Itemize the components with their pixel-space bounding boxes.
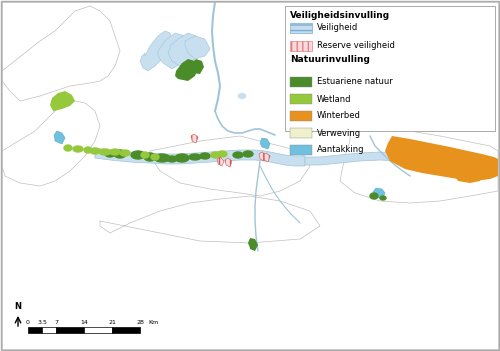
Text: Km: Km [148, 320, 158, 325]
Text: Estuariene natuur: Estuariene natuur [317, 78, 393, 86]
Ellipse shape [84, 147, 92, 153]
Ellipse shape [217, 151, 227, 157]
Ellipse shape [131, 151, 145, 159]
Ellipse shape [167, 156, 177, 162]
Bar [290, 94, 312, 104]
Bar [28, 327, 42, 333]
Polygon shape [248, 238, 258, 251]
Polygon shape [185, 36, 210, 59]
Bar [290, 111, 312, 121]
Text: 7: 7 [54, 320, 58, 325]
Text: 14: 14 [80, 320, 88, 325]
Polygon shape [375, 101, 420, 119]
Polygon shape [225, 158, 232, 167]
Ellipse shape [380, 196, 386, 200]
Polygon shape [190, 59, 204, 74]
Polygon shape [168, 33, 200, 66]
Ellipse shape [175, 154, 189, 162]
Ellipse shape [99, 149, 111, 155]
Ellipse shape [238, 93, 246, 99]
Polygon shape [305, 152, 498, 170]
Polygon shape [259, 152, 266, 161]
Text: Wetland: Wetland [317, 94, 352, 104]
Text: 3.5: 3.5 [37, 320, 47, 325]
Bar [290, 23, 312, 33]
Ellipse shape [105, 151, 115, 157]
Bar [290, 77, 312, 87]
Ellipse shape [120, 150, 130, 156]
Polygon shape [95, 148, 305, 166]
Ellipse shape [211, 152, 219, 158]
Polygon shape [373, 188, 385, 199]
Bar [112, 327, 140, 333]
Polygon shape [50, 91, 75, 112]
Polygon shape [54, 131, 65, 144]
Polygon shape [140, 31, 172, 71]
Ellipse shape [243, 151, 253, 157]
Text: Aantakking: Aantakking [317, 146, 364, 154]
Ellipse shape [114, 150, 126, 158]
Bar [42, 327, 56, 333]
Bar [290, 128, 312, 138]
Polygon shape [158, 33, 190, 69]
Text: Natuurinvulling: Natuurinvulling [290, 55, 370, 64]
Ellipse shape [154, 154, 170, 162]
Bar [290, 145, 312, 155]
Text: 0: 0 [26, 320, 30, 325]
Text: N: N [14, 302, 21, 311]
Ellipse shape [370, 193, 378, 199]
Text: 28: 28 [136, 320, 144, 325]
Text: Winterbed: Winterbed [317, 112, 361, 120]
Ellipse shape [110, 149, 120, 155]
Text: Veiligheid: Veiligheid [317, 24, 358, 33]
Polygon shape [217, 157, 224, 166]
Text: Reserve veiligheid: Reserve veiligheid [317, 41, 395, 51]
Bar [84, 327, 112, 333]
Ellipse shape [90, 148, 100, 154]
Polygon shape [385, 136, 498, 181]
Polygon shape [453, 163, 482, 183]
Ellipse shape [233, 152, 243, 158]
Ellipse shape [144, 153, 156, 161]
Polygon shape [260, 138, 270, 149]
Ellipse shape [189, 154, 201, 160]
Polygon shape [263, 153, 270, 162]
Bar [290, 41, 312, 51]
Bar [285, 6, 495, 131]
Ellipse shape [141, 152, 149, 158]
Bar [56, 327, 84, 333]
Text: Veiligheidsinvulling: Veiligheidsinvulling [290, 11, 390, 20]
Ellipse shape [73, 146, 83, 152]
Ellipse shape [64, 145, 72, 151]
Text: Verweving: Verweving [317, 128, 361, 138]
Polygon shape [175, 59, 198, 81]
Text: 21: 21 [108, 320, 116, 325]
Ellipse shape [151, 154, 159, 160]
Ellipse shape [200, 153, 210, 159]
Polygon shape [191, 134, 198, 143]
